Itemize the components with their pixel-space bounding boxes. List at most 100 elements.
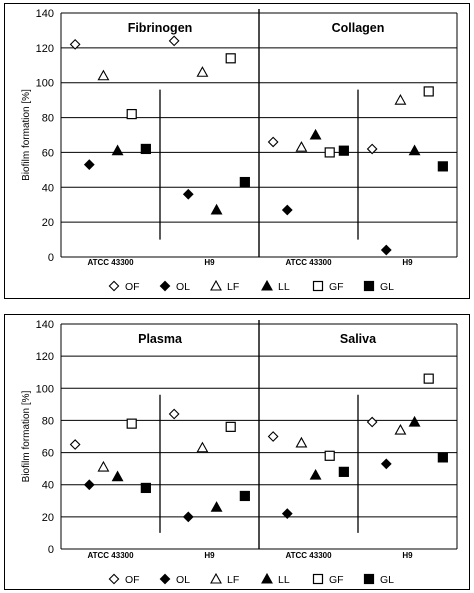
legend-label: GL [380,574,394,586]
y-tick-label: 120 [36,351,54,363]
data-point-of [168,408,180,420]
y-tick-label: 40 [42,480,54,492]
legend-label: OL [176,574,190,586]
y-axis-label: Biofilm formation [%] [21,390,32,482]
data-point-lf [196,66,209,77]
legend-marker-ol [159,573,171,585]
data-point-of [69,38,81,50]
y-tick-label: 80 [42,113,54,125]
y-tick-label: 100 [36,78,54,90]
legend-marker-of [108,280,120,292]
x-category-label: ATCC 43300 [87,551,134,560]
data-point-ll [210,501,223,512]
data-point-gf [324,147,335,158]
legend-label: GL [380,281,394,293]
x-category-label: ATCC 43300 [285,258,332,267]
data-point-ol [83,479,95,491]
y-tick-label: 120 [36,43,54,55]
y-tick-label: 20 [42,512,54,524]
group-title: Saliva [340,332,377,346]
y-tick-label: 0 [48,252,54,264]
data-point-gl [338,466,349,477]
legend-label: OF [125,281,140,293]
data-point-gl [239,490,250,502]
legend-marker-of [108,573,120,585]
x-category-label: H9 [204,258,215,267]
data-point-gl [437,452,448,463]
x-category-label: H9 [204,551,215,560]
x-category-label: H9 [402,258,413,267]
y-axis-label: Biofilm formation [%] [21,89,32,181]
data-point-ll [408,144,421,156]
data-point-of [168,35,180,47]
legend-marker-ol [159,280,171,292]
group-title: Collagen [332,21,385,35]
data-point-ll [408,415,421,427]
data-point-gl [239,176,250,188]
data-point-gl [437,161,448,172]
bottom-chart-svg: 0 20 40 60 80 100 120 140 Biofilm formation [%] P… [21,319,458,586]
y-tick-label: 0 [48,544,54,556]
legend-label: OF [125,574,140,586]
data-point-gf [225,53,236,64]
group-title: Fibrinogen [128,21,193,35]
x-category-label: ATCC 43300 [87,258,134,267]
legend-marker-ll [261,279,273,291]
data-point-lf [394,423,407,435]
data-point-gf [126,418,137,429]
data-point-ol [281,508,293,520]
data-point-ol [182,188,194,200]
data-point-lf [295,141,308,152]
legend-marker-gl [363,573,375,585]
y-tick-label: 40 [42,182,54,194]
group-title: Plasma [138,332,183,346]
data-point-ol [380,458,392,470]
data-point-gf [225,421,236,432]
data-point-ol [83,159,95,171]
legend-label: LF [227,574,239,586]
y-tick-label: 140 [36,8,54,20]
data-point-gf [423,86,434,97]
legend-label: OL [176,281,190,293]
data-point-of [366,416,378,428]
data-point-ol [380,244,392,256]
data-point-ll [111,144,124,156]
data-point-ol [281,204,293,216]
y-tick-label: 60 [42,448,54,460]
data-point-ll [210,203,223,215]
data-point-lf [97,460,110,472]
data-point-of [366,143,378,155]
data-point-gf [126,108,137,120]
data-point-ll [309,468,322,480]
data-point-gl [140,143,151,155]
y-tick-label: 100 [36,383,54,395]
data-point-gl [140,482,151,494]
x-category-label: H9 [402,551,413,560]
legend-label: LF [227,281,239,293]
data-point-gf [324,450,335,461]
data-point-ll [111,470,124,482]
y-tick-label: 140 [36,319,54,331]
data-point-of [267,431,279,442]
y-tick-label: 60 [42,147,54,159]
top-chart-svg: 0 20 40 60 80 100 120 140 Biofilm formation [%] F… [21,8,458,293]
data-point-of [267,136,279,148]
data-point-lf [394,94,407,105]
legend-label: LL [278,574,290,586]
legend-marker-gf [312,573,324,585]
data-point-ll [309,128,322,140]
legend-label: GF [329,281,344,293]
top-chart-panel [4,3,470,299]
data-point-gl [338,145,349,156]
legend-marker-lf [210,572,222,584]
legend-marker-gf [312,280,324,292]
legend-label: GF [329,574,344,586]
data-point-lf [196,441,209,453]
legend-marker-ll [261,572,273,584]
legend-marker-lf [210,279,222,291]
data-point-lf [295,436,308,448]
legend-marker-gl [363,280,375,292]
data-point-ol [182,511,194,523]
data-point-of [69,439,81,450]
legend-label: LL [278,281,290,293]
